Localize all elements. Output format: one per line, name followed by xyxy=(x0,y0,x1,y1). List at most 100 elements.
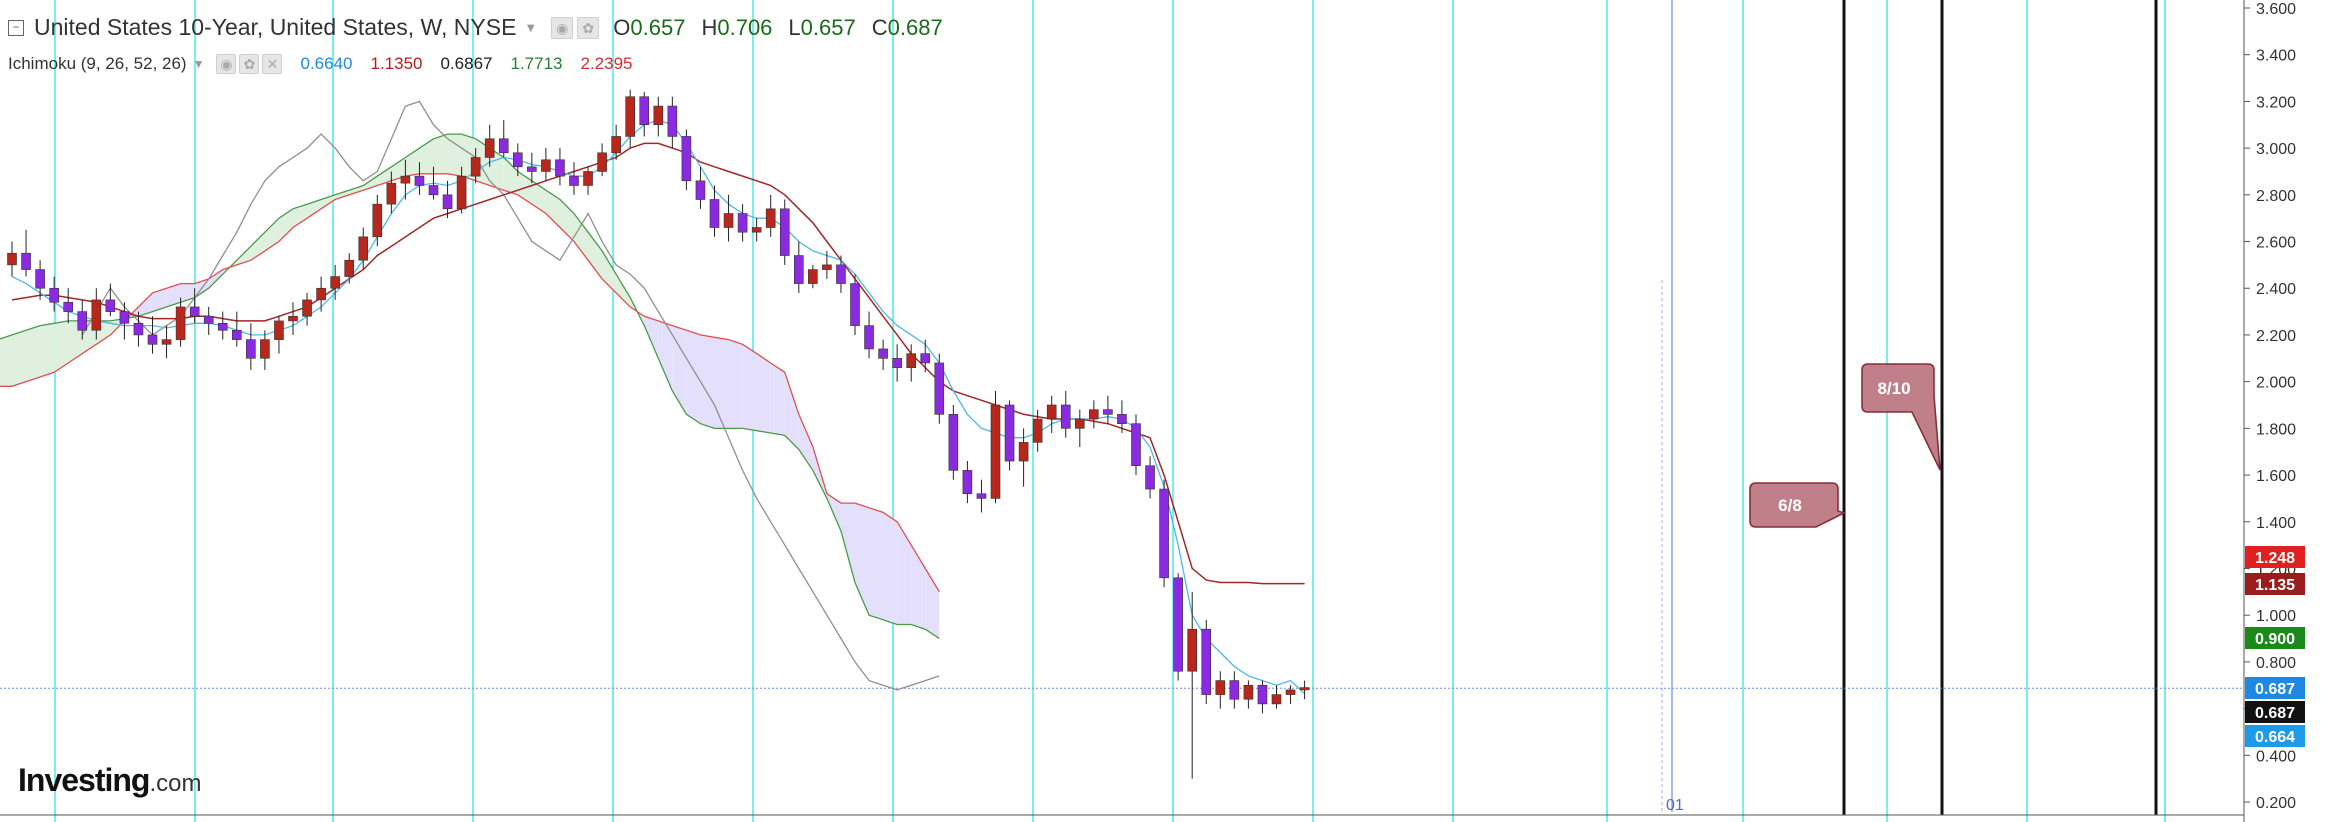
cloud-segment xyxy=(264,218,279,251)
cloud-segment xyxy=(840,503,855,583)
candle-body xyxy=(569,175,579,186)
candle-body xyxy=(892,357,902,368)
candle-body xyxy=(625,96,636,137)
chevron-down-icon[interactable]: ▼ xyxy=(192,57,205,71)
candle-body xyxy=(976,493,987,499)
indicator-label[interactable]: Ichimoku (9, 26, 52, 26) xyxy=(8,54,187,73)
annotation-label: 6/8 xyxy=(1778,496,1802,515)
candle-body xyxy=(1285,689,1296,695)
cloud-segment xyxy=(349,185,364,195)
close-icon[interactable]: ✕ xyxy=(262,54,283,74)
chikou-span-line xyxy=(81,100,940,691)
cloud-segment xyxy=(714,337,729,429)
close-value: 0.687 xyxy=(887,14,943,40)
candle-body xyxy=(512,152,523,168)
y-tick-label: 2.800 xyxy=(2256,188,2296,205)
candle-body xyxy=(1103,409,1113,415)
symbol-title[interactable]: United States 10-Year, United States, W,… xyxy=(34,14,517,40)
candle-body xyxy=(358,236,369,261)
cloud-segment xyxy=(293,204,308,228)
candle-body xyxy=(1187,628,1197,672)
annotation-label: 8/10 xyxy=(1877,379,1910,398)
candle-body xyxy=(808,269,818,284)
cloud-segment xyxy=(798,414,813,471)
low-value: 0.657 xyxy=(800,14,856,40)
candle-body xyxy=(822,264,832,270)
indicator-value-chikou: 0.6867 xyxy=(440,54,493,73)
candle-body xyxy=(751,227,762,233)
candle-body xyxy=(428,185,439,196)
candle-body xyxy=(611,136,621,154)
cloud-segment xyxy=(672,325,687,415)
candle-body xyxy=(793,255,804,284)
cloud-segment xyxy=(180,283,195,303)
price-badge xyxy=(2245,627,2305,649)
candle-body xyxy=(105,299,116,312)
candle-body xyxy=(836,264,846,284)
candle-body xyxy=(1046,404,1057,420)
price-badge-label: 0.664 xyxy=(2255,729,2295,746)
gear-icon[interactable]: ✿ xyxy=(577,16,600,39)
cloud-segment xyxy=(503,157,518,195)
eye-icon[interactable]: ◉ xyxy=(216,54,237,74)
y-tick-label: 1.600 xyxy=(2256,468,2296,485)
candle-body xyxy=(119,311,130,324)
candle-body xyxy=(246,339,256,359)
ohlc-values: O0.657 H0.706 L0.657 C0.687 xyxy=(613,14,943,40)
candle-body xyxy=(260,339,270,359)
candle-body xyxy=(7,252,17,266)
y-tick-label: 2.000 xyxy=(2256,375,2296,392)
cloud-segment xyxy=(855,503,870,616)
kijun-sen-line xyxy=(11,142,1305,585)
cloud-segment xyxy=(911,545,926,630)
candle-body xyxy=(274,320,284,340)
candles-group xyxy=(7,89,1310,779)
cloud-segment xyxy=(40,323,55,377)
price-badge xyxy=(2245,701,2305,723)
candle-body xyxy=(1089,409,1099,420)
candle-body xyxy=(456,175,467,210)
candle-body xyxy=(91,299,102,331)
candle-body xyxy=(1243,684,1254,700)
indicator-value-span-a: 1.7713 xyxy=(510,54,563,73)
candle-body xyxy=(1032,418,1043,443)
candle-body xyxy=(372,203,383,238)
cloud-segment xyxy=(728,339,743,429)
candle-body xyxy=(555,159,565,177)
cloud-segment xyxy=(278,208,293,242)
collapse-icon[interactable]: − xyxy=(8,19,24,36)
price-badge-label: 0.687 xyxy=(2255,705,2295,722)
eye-icon[interactable]: ◉ xyxy=(551,16,574,39)
high-value: 0.706 xyxy=(717,14,773,40)
cloud-segment xyxy=(742,344,757,431)
cloud-segment xyxy=(700,334,715,429)
candle-body xyxy=(189,306,200,317)
price-badge xyxy=(2245,725,2305,747)
indicator-value-span-b: 2.2395 xyxy=(580,54,633,73)
cloud-segment xyxy=(307,199,322,219)
candle-body xyxy=(1257,684,1268,705)
cloud-segment xyxy=(68,320,83,363)
candle-body xyxy=(484,138,495,158)
candle-body xyxy=(330,276,340,289)
price-badge-label: 1.248 xyxy=(2255,550,2295,567)
x-tick-label: 01 xyxy=(1666,797,1684,814)
price-badge xyxy=(2245,677,2305,699)
gear-icon[interactable]: ✿ xyxy=(239,54,260,74)
candle-body xyxy=(1018,442,1029,462)
candle-body xyxy=(63,301,74,312)
candle-body xyxy=(1060,404,1071,429)
chevron-down-icon[interactable]: ▼ xyxy=(524,20,538,35)
candle-body xyxy=(386,182,397,205)
price-badge-label: 0.687 xyxy=(2255,681,2295,698)
candle-body xyxy=(864,325,874,350)
candle-body xyxy=(400,175,411,184)
candle-body xyxy=(653,105,664,126)
candle-body xyxy=(667,105,678,137)
cloud-segment xyxy=(616,274,631,307)
senkou-span-a-line xyxy=(0,133,940,640)
cloud-segment xyxy=(166,283,181,307)
y-tick-label: 3.000 xyxy=(2256,141,2296,158)
